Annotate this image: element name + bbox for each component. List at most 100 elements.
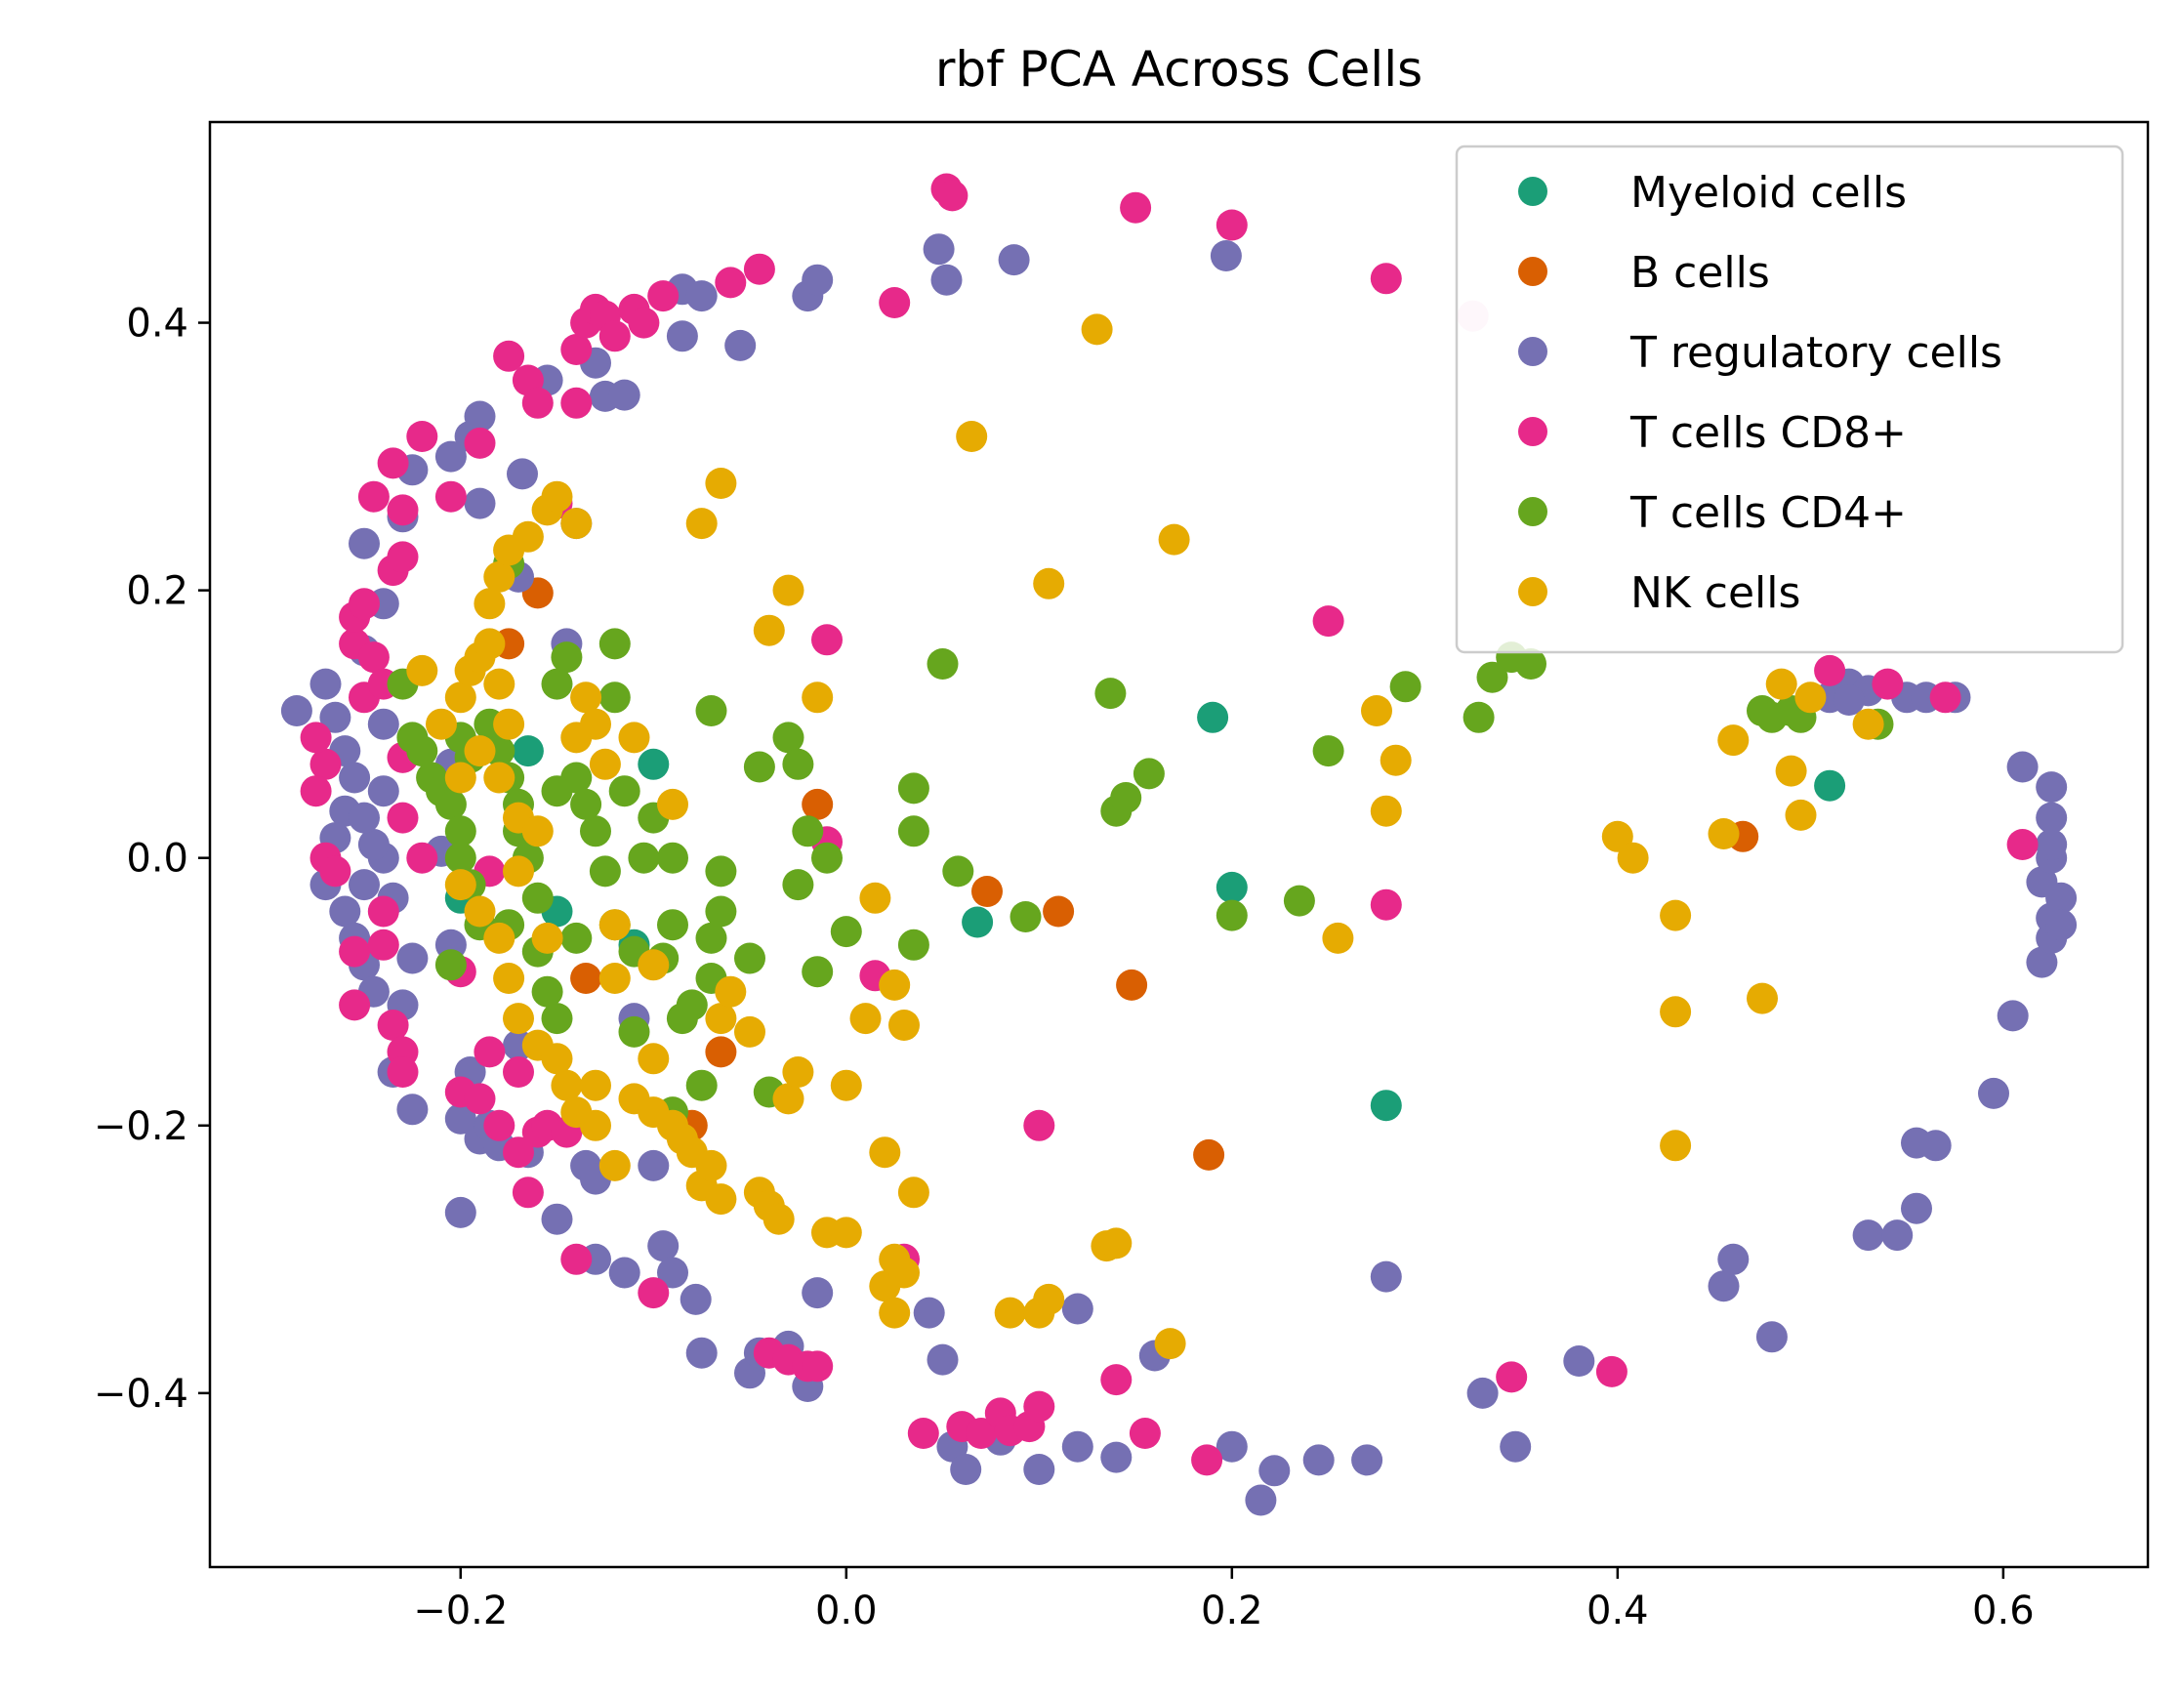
data-point [705,1036,737,1068]
data-point [907,1418,939,1449]
data-point [1617,842,1649,874]
data-point [638,949,670,981]
data-point [638,1277,670,1309]
data-point [483,1109,515,1141]
data-point [1322,922,1354,954]
data-point [1775,755,1807,787]
data-point [551,1069,583,1101]
data-point [802,1277,834,1309]
data-point [1133,758,1165,790]
data-point [734,942,765,974]
data-point [628,307,660,339]
data-point [1929,681,1961,714]
data-point [830,1217,862,1249]
data-point [1193,1138,1225,1171]
data-point [512,1177,544,1209]
data-point [280,695,312,726]
data-point [483,762,515,794]
data-point [570,681,602,714]
data-point [782,748,814,780]
data-point [560,334,593,365]
data-point [1210,240,1242,271]
data-point [367,895,399,928]
data-point [2036,771,2068,804]
data-point [782,869,814,901]
data-point [598,963,631,994]
data-point [1660,996,1692,1028]
data-point [942,855,974,888]
data-point [1061,1293,1093,1325]
data-point [734,1015,765,1048]
legend-marker [1518,497,1547,526]
data-point [811,842,843,874]
data-point [830,1069,862,1101]
data-point [772,1083,804,1115]
data-point [598,909,631,941]
legend-marker [1518,417,1547,446]
data-point [888,1010,920,1041]
data-point [695,695,727,726]
data-point [570,963,602,994]
data-point [406,735,438,767]
data-point [2006,829,2039,860]
axes-layer: −0.2 0.0 0.2 0.4 0.6 −0.4 −0.2 0.0 0.2 0.4 [94,120,2150,1633]
data-point [1216,871,1248,903]
data-point [367,929,399,961]
data-point [1500,1430,1532,1463]
data-point [434,788,467,820]
data-point [971,876,1003,907]
data-point [406,842,438,874]
data-point [464,400,496,433]
data-point [349,527,380,559]
data-point [434,440,467,473]
data-point [541,1003,573,1035]
data-point [830,916,862,948]
data-point [897,1177,929,1209]
data-point [1717,1243,1750,1275]
data-point [1881,1219,1914,1252]
data-point [541,1043,573,1075]
data-point [1595,1355,1628,1387]
data-point [724,329,757,361]
data-point [464,895,496,928]
data-point [608,1257,640,1289]
data-point [743,751,775,783]
data-point [802,681,834,714]
data-point [956,421,988,452]
data-point [638,1149,670,1181]
data-point [1370,1090,1402,1122]
data-point [300,775,332,807]
data-point [998,244,1030,276]
legend-label: T cells CD8+ [1629,408,1907,458]
data-point [1023,1109,1055,1141]
data-point [1033,1283,1065,1315]
legend-marker [1518,337,1547,366]
data-point [598,1149,631,1181]
data-point [1094,678,1127,710]
data-point [879,1297,911,1329]
data-point [570,788,602,820]
data-point [444,815,476,847]
data-point [357,829,390,860]
data-point [1191,1444,1223,1476]
data-point [367,708,399,740]
data-point [1081,313,1113,346]
data-point [666,320,698,352]
data-point [685,1069,718,1101]
data-point [444,869,476,901]
data-point [503,855,534,888]
x-tick-label: −0.2 [413,1589,508,1633]
data-point [349,588,380,620]
data-point [647,280,680,312]
data-point [676,989,708,1021]
data-point [1100,1364,1133,1396]
data-point [319,855,351,888]
data-point [792,815,824,847]
data-point [444,1196,476,1228]
data-point [705,855,737,888]
data-point [1216,899,1248,931]
data-point [357,480,390,513]
data-point [1717,724,1750,757]
data-point [685,508,718,540]
